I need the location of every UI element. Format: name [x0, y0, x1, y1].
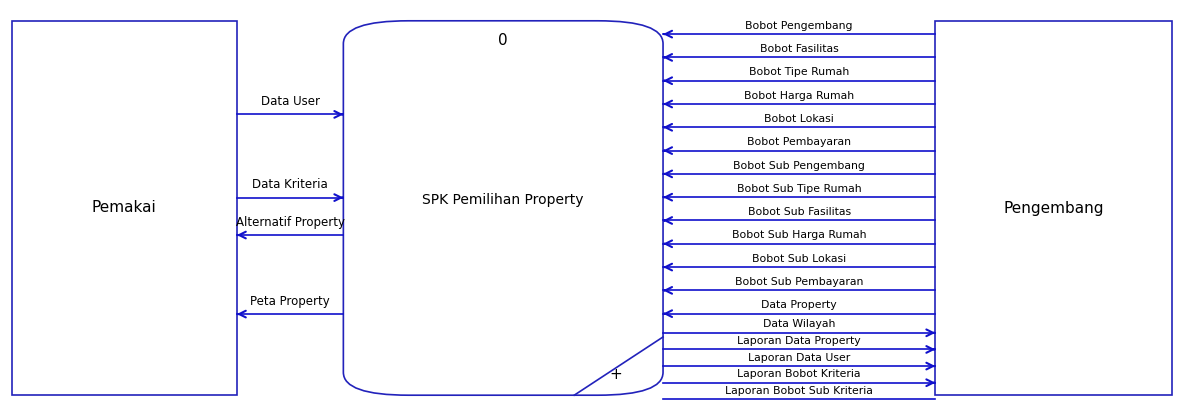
- Text: Alternatif Property: Alternatif Property: [236, 216, 345, 229]
- Text: Laporan Data Property: Laporan Data Property: [738, 336, 861, 346]
- Text: Bobot Pengembang: Bobot Pengembang: [746, 21, 852, 31]
- Text: Laporan Data User: Laporan Data User: [748, 353, 850, 363]
- Text: Bobot Sub Lokasi: Bobot Sub Lokasi: [752, 254, 847, 264]
- Text: Bobot Sub Pengembang: Bobot Sub Pengembang: [733, 161, 866, 171]
- Text: SPK Pemilihan Property: SPK Pemilihan Property: [423, 193, 584, 207]
- Text: Data Wilayah: Data Wilayah: [762, 319, 836, 329]
- Text: Bobot Lokasi: Bobot Lokasi: [765, 114, 834, 124]
- Text: Bobot Harga Rumah: Bobot Harga Rumah: [744, 91, 855, 101]
- Text: Laporan Bobot Sub Kriteria: Laporan Bobot Sub Kriteria: [726, 386, 873, 396]
- Text: +: +: [610, 367, 622, 382]
- Text: Bobot Pembayaran: Bobot Pembayaran: [747, 137, 851, 147]
- Text: Bobot Sub Fasilitas: Bobot Sub Fasilitas: [747, 207, 851, 217]
- Text: Bobot Tipe Rumah: Bobot Tipe Rumah: [749, 67, 849, 77]
- Text: Data User: Data User: [260, 95, 320, 108]
- Text: 0: 0: [498, 33, 508, 48]
- FancyBboxPatch shape: [343, 21, 663, 395]
- Text: Data Property: Data Property: [761, 300, 837, 310]
- Text: Laporan Bobot Kriteria: Laporan Bobot Kriteria: [738, 369, 861, 379]
- Text: Pemakai: Pemakai: [92, 201, 156, 215]
- Text: Data Kriteria: Data Kriteria: [252, 178, 328, 191]
- Text: Bobot Sub Pembayaran: Bobot Sub Pembayaran: [735, 277, 863, 287]
- Text: Bobot Sub Tipe Rumah: Bobot Sub Tipe Rumah: [736, 184, 862, 194]
- FancyBboxPatch shape: [935, 21, 1172, 395]
- Text: Bobot Sub Harga Rumah: Bobot Sub Harga Rumah: [732, 230, 867, 240]
- Text: Bobot Fasilitas: Bobot Fasilitas: [760, 44, 838, 54]
- Text: Pengembang: Pengembang: [1004, 201, 1103, 215]
- FancyBboxPatch shape: [12, 21, 237, 395]
- Text: Peta Property: Peta Property: [250, 295, 330, 308]
